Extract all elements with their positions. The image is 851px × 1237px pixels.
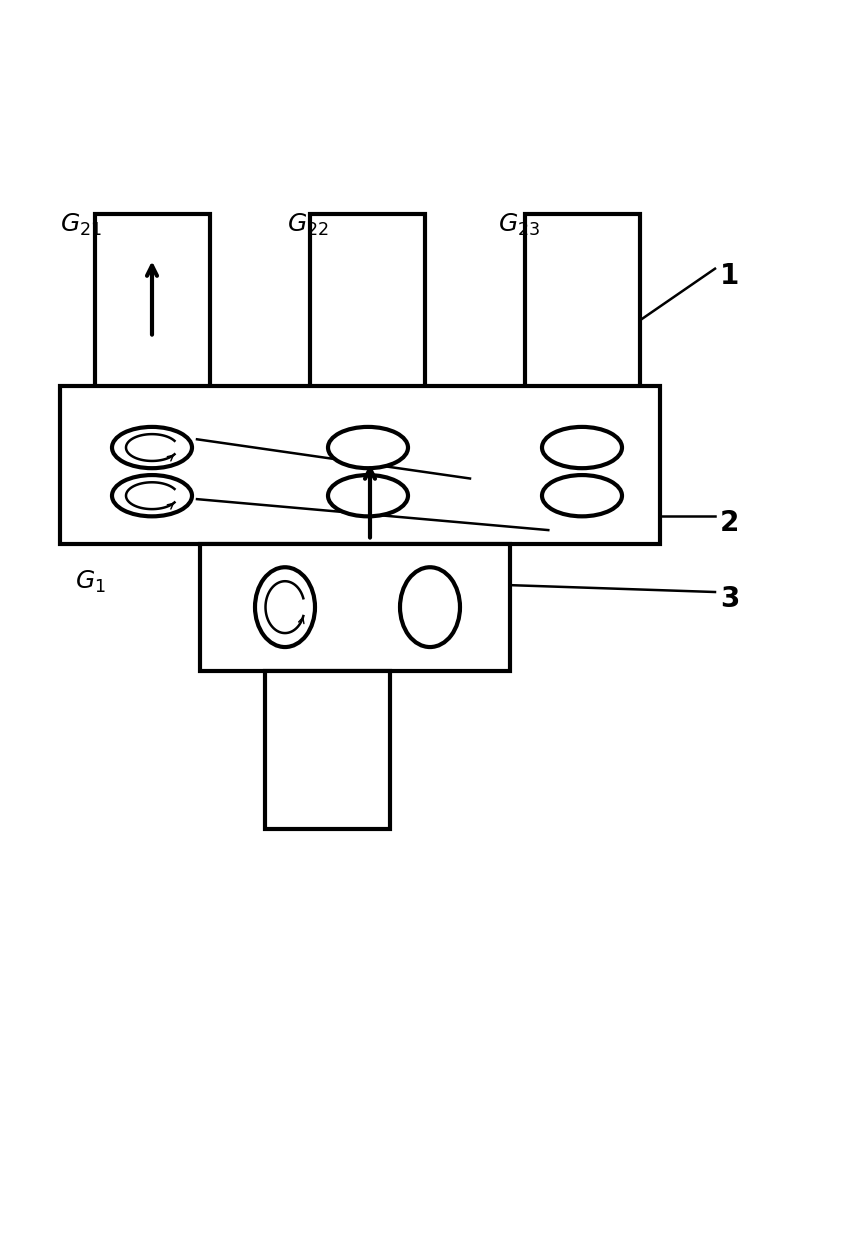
Ellipse shape xyxy=(328,427,408,468)
Text: 1: 1 xyxy=(720,262,740,289)
Bar xyxy=(310,214,425,406)
Text: $G_{22}$: $G_{22}$ xyxy=(287,213,328,239)
Ellipse shape xyxy=(400,568,460,647)
Ellipse shape xyxy=(255,568,315,647)
Ellipse shape xyxy=(542,427,622,468)
Ellipse shape xyxy=(112,427,192,468)
Bar xyxy=(60,386,660,544)
Text: $G_{21}$: $G_{21}$ xyxy=(60,213,102,239)
Bar xyxy=(95,214,210,406)
Bar xyxy=(265,672,390,829)
Text: 2: 2 xyxy=(720,510,740,537)
Text: $G_1$: $G_1$ xyxy=(75,569,106,595)
Text: 3: 3 xyxy=(720,585,740,614)
Ellipse shape xyxy=(542,475,622,516)
Bar xyxy=(200,544,510,672)
Text: $G_{23}$: $G_{23}$ xyxy=(498,213,540,239)
Ellipse shape xyxy=(328,475,408,516)
Ellipse shape xyxy=(112,475,192,516)
Bar xyxy=(525,214,640,406)
